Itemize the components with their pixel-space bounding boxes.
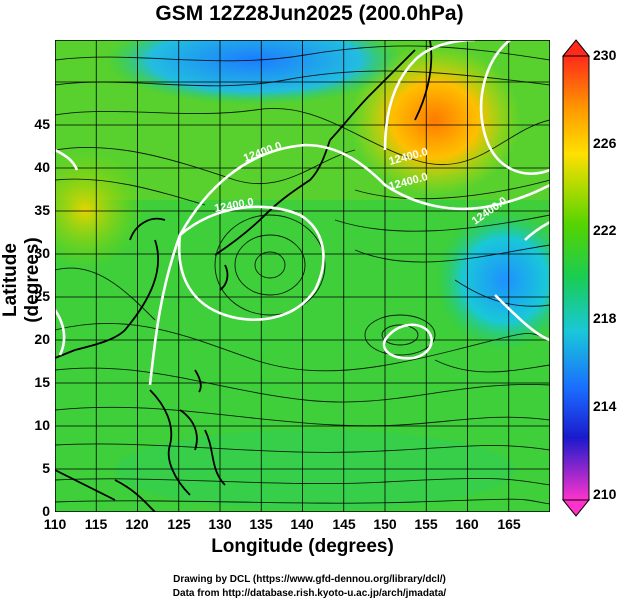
colorbar-tick: 214 (593, 398, 617, 414)
x-tick-label: 150 (373, 516, 397, 532)
y-tick-label: 35 (34, 202, 50, 218)
x-tick-label: 115 (84, 516, 108, 532)
x-tick-label: 110 (43, 516, 67, 532)
lat-lon-grid (55, 40, 550, 512)
wind-streamlines (54, 45, 551, 505)
colorbar-tick: 222 (593, 222, 617, 238)
chart-title: GSM 12Z28Jun2025 (200.0hPa) (155, 2, 464, 25)
y-tick-label: 5 (42, 460, 50, 476)
map-plot-area: 12400.0 12400.0 12400.0 12400.0 12400.0 (25, 15, 575, 517)
y-tick-label: 30 (34, 245, 50, 261)
y-tick-label: 20 (34, 331, 50, 347)
y-tick-label: 0 (42, 503, 50, 519)
colorbar-tick: 210 (593, 486, 617, 502)
colorbar-tick: 226 (593, 135, 617, 151)
x-tick-label: 130 (208, 516, 232, 532)
colorbar-tick: 218 (593, 310, 617, 326)
credit-data-source: Data from http://database.rish.kyoto-u.a… (172, 588, 447, 599)
cool-anomaly-east (435, 210, 575, 350)
y-tick-label: 10 (34, 417, 50, 433)
colorbar-top-arrow (561, 39, 591, 57)
x-tick-label: 155 (414, 516, 438, 532)
y-tick-label: 15 (34, 374, 50, 390)
colorbar-scale (562, 55, 590, 501)
x-tick-label: 165 (497, 516, 521, 532)
y-tick-label: 40 (34, 159, 50, 175)
x-tick-label: 125 (167, 516, 191, 532)
y-axis-label: Latitude (degrees) (0, 237, 43, 323)
colorbar-bottom-arrow (561, 499, 591, 517)
colorbar (561, 39, 591, 517)
x-tick-label: 135 (249, 516, 273, 532)
x-tick-label: 145 (332, 516, 356, 532)
warm-anomaly-northeast (350, 45, 520, 195)
colorbar-tick: 230 (593, 47, 617, 63)
x-tick-label: 160 (455, 516, 479, 532)
geopotential-contours (53, 38, 551, 386)
y-tick-label: 25 (34, 288, 50, 304)
map-svg: 12400.0 12400.0 12400.0 12400.0 12400.0 (25, 15, 575, 513)
x-tick-label: 140 (290, 516, 314, 532)
y-tick-label: 45 (34, 116, 50, 132)
x-tick-label: 120 (125, 516, 149, 532)
credit-drawing: Drawing by DCL (https://www.gfd-dennou.o… (173, 574, 446, 585)
x-axis-label: Longitude (degrees) (211, 536, 394, 557)
